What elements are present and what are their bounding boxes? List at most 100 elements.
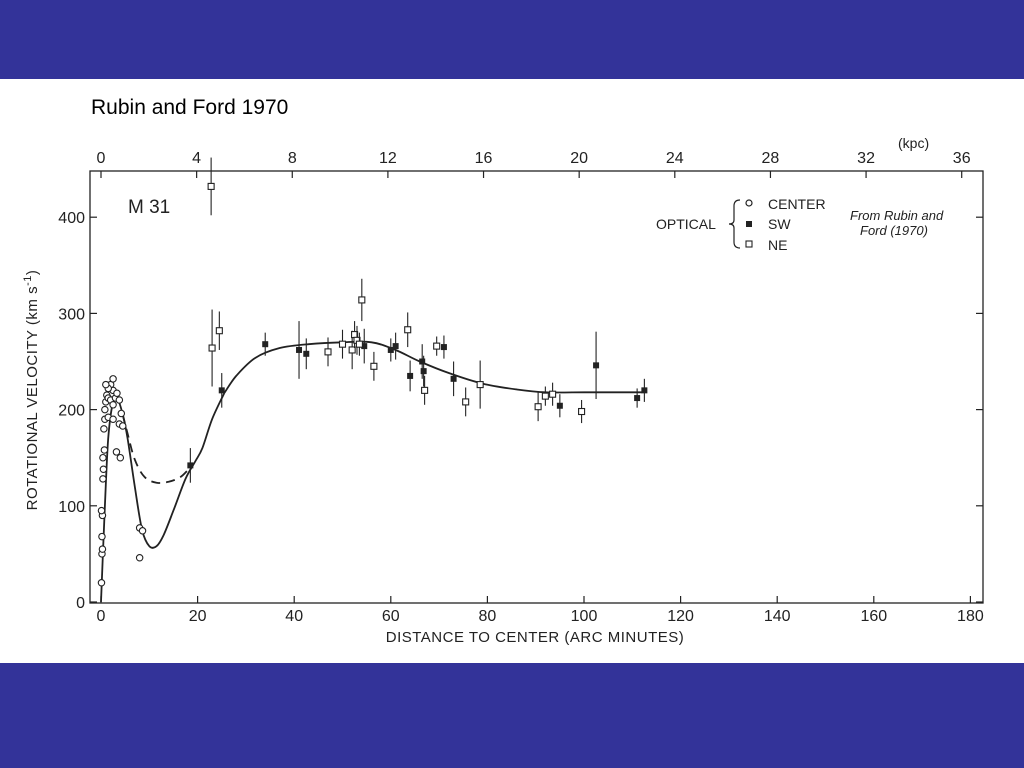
point-center xyxy=(99,465,108,473)
x-tick-label: 0 xyxy=(97,608,106,625)
point-center xyxy=(99,453,107,462)
point-center xyxy=(109,375,117,383)
point-sw xyxy=(218,387,225,394)
x-tick-label: 120 xyxy=(667,608,694,625)
point-sw xyxy=(296,346,303,353)
legend-label-ne: NE xyxy=(768,237,787,253)
point-ne xyxy=(476,381,484,389)
point-center xyxy=(97,579,106,587)
point-sw xyxy=(593,362,600,369)
point-center xyxy=(113,389,121,397)
x-tick-label: 20 xyxy=(189,608,207,625)
point-sw xyxy=(187,462,194,469)
point-sw xyxy=(407,372,414,379)
point-sw xyxy=(392,343,399,350)
legend-brace xyxy=(728,199,741,249)
legend-group-label: OPTICAL xyxy=(656,216,716,232)
point-sw xyxy=(634,395,641,402)
source-annotation: From Rubin and Ford (1970) xyxy=(850,208,947,238)
point-center xyxy=(99,475,107,483)
point-ne xyxy=(358,296,366,304)
top-tick-label: 0 xyxy=(97,150,106,167)
point-sw xyxy=(420,368,427,375)
model-curve-dashed xyxy=(121,414,192,484)
point-center xyxy=(118,422,127,430)
legend-label-center: CENTER xyxy=(768,196,826,212)
legend-marker-sw xyxy=(746,221,752,227)
point-ne xyxy=(549,390,557,398)
point-ne xyxy=(404,326,412,334)
top-tick-label: 4 xyxy=(192,150,201,167)
x-tick-label: 140 xyxy=(764,608,791,625)
top-tick-label: 36 xyxy=(953,150,971,167)
point-sw xyxy=(303,350,310,357)
point-ne xyxy=(208,344,216,352)
point-ne xyxy=(207,182,215,190)
point-center xyxy=(109,401,117,409)
point-center xyxy=(135,553,144,562)
slide-canvas xyxy=(0,79,1024,663)
x-tick-label: 80 xyxy=(479,608,497,625)
point-sw xyxy=(387,346,394,353)
y-axis-title-sup: -1 xyxy=(22,275,34,286)
point-ne xyxy=(338,340,347,348)
bottom-band xyxy=(0,663,1024,768)
point-center xyxy=(102,380,110,389)
point-center xyxy=(112,448,121,456)
point-ne xyxy=(462,398,470,406)
panel-label: M 31 xyxy=(128,197,170,218)
x-axis-title: DISTANCE TO CENTER (ARC MINUTES) xyxy=(386,629,685,646)
top-tick-label: 16 xyxy=(475,150,493,167)
slide-title: Rubin and Ford 1970 xyxy=(91,96,289,119)
y-tick-label: 400 xyxy=(58,210,85,227)
point-center xyxy=(115,396,124,404)
x-tick-label: 60 xyxy=(382,608,400,625)
x-tick-label: 100 xyxy=(571,608,598,625)
point-ne xyxy=(355,340,363,348)
model-curve xyxy=(223,340,642,394)
y-tick-label: 300 xyxy=(58,306,85,323)
point-ne xyxy=(370,362,378,370)
legend-label-sw: SW xyxy=(768,216,791,232)
model-curve xyxy=(100,392,226,603)
top-tick-label: 20 xyxy=(570,150,588,167)
point-ne xyxy=(433,342,441,350)
top-tick-label: 24 xyxy=(666,150,684,167)
point-center xyxy=(98,532,106,541)
plot-frame xyxy=(89,170,984,604)
y-tick-label: 0 xyxy=(76,595,85,612)
point-ne xyxy=(348,346,356,354)
point-ne xyxy=(534,403,542,411)
point-ne xyxy=(324,348,332,356)
y-tick-label: 100 xyxy=(58,499,85,516)
point-ne xyxy=(215,327,223,335)
x-tick-label: 160 xyxy=(860,608,887,625)
y-tick-label: 200 xyxy=(58,403,85,420)
point-center xyxy=(109,415,117,423)
point-center xyxy=(97,506,106,515)
point-center xyxy=(138,527,147,535)
point-sw xyxy=(450,375,457,382)
point-sw xyxy=(641,387,648,394)
y-axis-title-end: ) xyxy=(24,270,41,276)
point-center xyxy=(100,425,108,433)
point-center xyxy=(98,545,107,553)
point-sw xyxy=(440,344,447,351)
point-ne xyxy=(421,386,429,394)
top-tick-label: 12 xyxy=(379,150,397,167)
top-tick-label: 28 xyxy=(762,150,780,167)
point-center xyxy=(101,405,109,414)
point-ne xyxy=(578,407,586,416)
point-center xyxy=(116,453,125,462)
point-sw xyxy=(361,343,368,350)
top-tick-label: 8 xyxy=(288,150,297,167)
legend-marker-ne xyxy=(745,240,753,248)
point-center xyxy=(100,446,109,454)
point-sw xyxy=(419,358,426,365)
legend-marker-center xyxy=(745,199,753,207)
point-sw xyxy=(262,341,269,348)
source-annotation-line1: From Rubin and xyxy=(850,208,944,223)
source-annotation-line2: Ford (1970) xyxy=(860,223,928,238)
top-tick-label: 32 xyxy=(857,150,875,167)
